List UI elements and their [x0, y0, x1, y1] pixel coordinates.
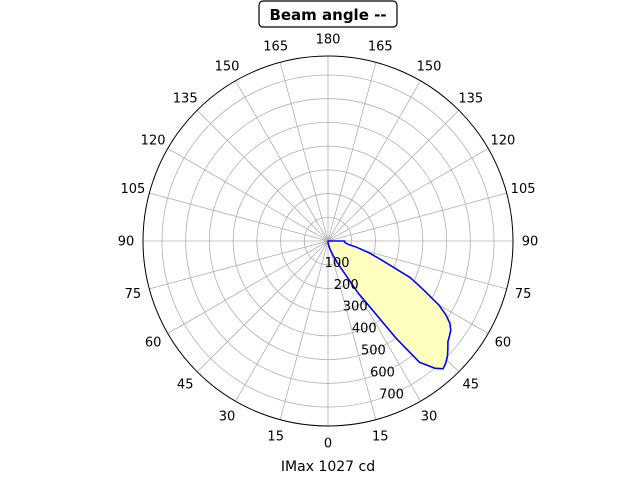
angle-tick-label: 0 — [324, 437, 332, 452]
angle-tick-label: 165 — [368, 39, 393, 54]
angle-tick-label: 120 — [490, 134, 515, 149]
angle-tick-label: 120 — [141, 134, 166, 149]
radial-tick-label: 100 — [325, 256, 350, 271]
angular-gridline — [327, 192, 507, 242]
angle-tick-label: 90 — [522, 235, 539, 250]
angle-tick-label: 165 — [263, 39, 288, 54]
x-axis-label: IMax 1027 cd — [281, 459, 375, 475]
radial-tick-label: 600 — [370, 366, 395, 381]
angular-gridline — [327, 62, 377, 242]
radial-tick-label: 500 — [361, 344, 386, 359]
series-layer — [327, 240, 452, 370]
angular-gridline — [149, 192, 329, 242]
angle-tick-label: 90 — [118, 235, 135, 250]
angular-gridline — [327, 148, 489, 242]
angle-tick-label: 15 — [267, 430, 284, 445]
angular-gridline — [196, 240, 329, 373]
angle-tick-label: 150 — [215, 60, 240, 75]
series-line — [327, 240, 452, 370]
angle-tick-label: 135 — [173, 92, 198, 107]
angle-tick-label: 15 — [372, 430, 389, 445]
angle-tick-label: 135 — [458, 92, 483, 107]
angular-gridline — [196, 109, 329, 242]
angular-gridline — [235, 240, 329, 402]
angle-tick-label: 60 — [495, 336, 512, 351]
angular-gridline — [279, 240, 329, 420]
angle-tick-label: 45 — [177, 377, 194, 392]
angle-tick-label: 75 — [515, 287, 532, 302]
radial-tick-label: 400 — [352, 322, 377, 337]
tick-labels: 0 15 30 45 60 75 90 105 120 135 150 165 180 165 150 135… — [118, 33, 539, 452]
angle-tick-label: 60 — [145, 336, 162, 351]
title-box: Beam angle -- — [258, 0, 398, 28]
angle-tick-label: 75 — [125, 287, 142, 302]
angular-gridline — [279, 62, 329, 242]
angle-tick-label: 30 — [219, 409, 236, 424]
angular-gridline — [327, 109, 460, 242]
radial-tick-label: 300 — [343, 300, 368, 315]
angular-gridline — [327, 80, 421, 242]
angle-tick-label: 180 — [316, 33, 341, 48]
angular-gridline — [149, 240, 329, 290]
series-fill — [328, 241, 451, 369]
angle-tick-label: 150 — [417, 60, 442, 75]
angle-tick-label: 105 — [511, 182, 536, 197]
radial-tick-label: 700 — [379, 387, 404, 402]
angle-tick-label: 45 — [463, 377, 480, 392]
radial-tick-label: 200 — [334, 278, 359, 293]
plot-outline — [142, 55, 514, 427]
chart-title: Beam angle -- — [269, 6, 386, 24]
angular-gridline — [327, 240, 377, 420]
angular-gridline — [167, 240, 329, 334]
angle-tick-label: 30 — [421, 409, 438, 424]
angular-gridline — [167, 148, 329, 242]
angle-tick-label: 105 — [120, 182, 145, 197]
angular-gridline — [235, 80, 329, 242]
